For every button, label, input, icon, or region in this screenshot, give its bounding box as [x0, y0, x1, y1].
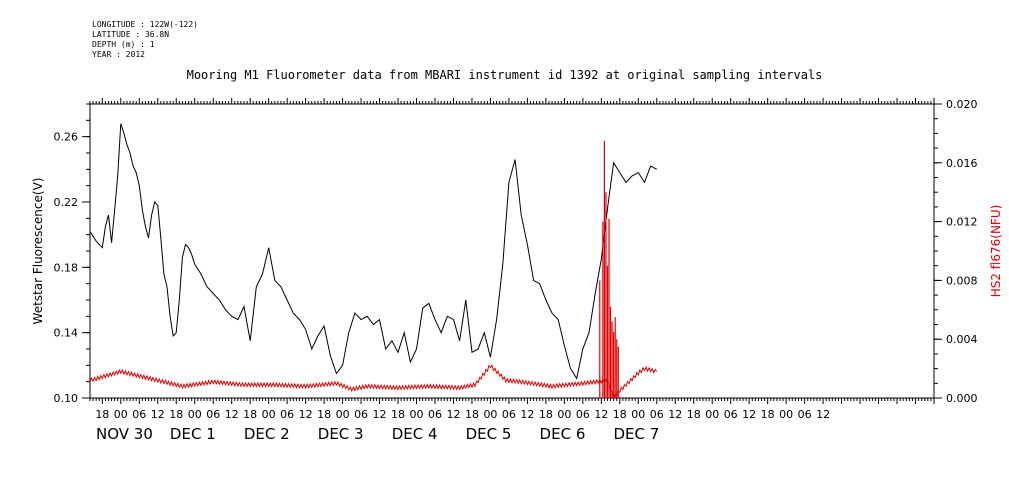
x-hour-tick-label: 06 — [354, 408, 368, 421]
x-hour-tick-label: 12 — [594, 408, 608, 421]
y-left-axis-label: Wetstar Fluorescence(V) — [31, 178, 45, 325]
hs2-series-line — [89, 364, 658, 400]
plot-axes — [82, 98, 942, 404]
chart-title: Mooring M1 Fluorometer data from MBARI i… — [186, 68, 823, 82]
x-hour-tick-label: 06 — [428, 408, 442, 421]
x-hour-tick-label: 00 — [705, 408, 719, 421]
x-date-label: DEC 3 — [318, 425, 364, 443]
depth-label: DEPTH (m) : 1 — [92, 40, 155, 49]
x-hour-tick-label: 06 — [206, 408, 220, 421]
y-right-tick-label: 0.012 — [946, 216, 978, 229]
x-hour-tick-label: 18 — [465, 408, 479, 421]
y-left-tick-label: 0.22 — [54, 196, 79, 209]
x-hour-tick-label: 12 — [446, 408, 460, 421]
x-hour-tick-label: 18 — [317, 408, 331, 421]
x-hour-tick-label: 06 — [280, 408, 294, 421]
x-hour-tick-label: 00 — [188, 408, 202, 421]
x-hour-tick-label: 12 — [816, 408, 830, 421]
y-right-tick-label: 0.008 — [946, 274, 978, 287]
x-hour-tick-label: 12 — [668, 408, 682, 421]
x-hour-tick-label: 06 — [502, 408, 516, 421]
x-date-label: DEC 2 — [244, 425, 290, 443]
x-hour-tick-label: 00 — [557, 408, 571, 421]
plot-labels: 0.10 0.14 0.18 0.22 0.26 0.000 0.004 0.008 0.012… — [31, 98, 1003, 443]
y-right-tick-label: 0.016 — [946, 157, 978, 170]
y-right-tick-label: 0.000 — [946, 392, 978, 405]
x-hour-tick-label: 00 — [336, 408, 350, 421]
x-hour-tick-label: 06 — [650, 408, 664, 421]
x-date-label: DEC 1 — [170, 425, 216, 443]
x-hour-tick-label: 12 — [225, 408, 239, 421]
x-hour-tick-label: 06 — [798, 408, 812, 421]
x-hour-tick-label: 06 — [132, 408, 146, 421]
x-hour-tick-label: 18 — [169, 408, 183, 421]
x-date-label: NOV 30 — [96, 425, 153, 443]
x-hour-tick-label: 18 — [95, 408, 109, 421]
x-hour-tick-label: 18 — [391, 408, 405, 421]
plot-series — [89, 123, 658, 400]
x-hour-tick-label: 00 — [262, 408, 276, 421]
y-left-tick-label: 0.26 — [54, 131, 79, 144]
fluorescence-series-line — [89, 123, 658, 380]
longitude-label: LONGITUDE : 122W(-122) — [92, 20, 198, 29]
x-hour-tick-label: 12 — [742, 408, 756, 421]
x-hour-tick-label: 00 — [114, 408, 128, 421]
y-left-tick-label: 0.18 — [54, 261, 79, 274]
x-hour-tick-label: 18 — [539, 408, 553, 421]
x-date-label: DEC 6 — [540, 425, 586, 443]
x-date-label: DEC 4 — [392, 425, 438, 443]
x-hour-tick-label: 18 — [243, 408, 257, 421]
x-hour-tick-label: 00 — [483, 408, 497, 421]
y-right-axis-label: HS2 fl676(NFU) — [989, 205, 1003, 298]
y-left-tick-label: 0.10 — [54, 392, 79, 405]
metadata-block: LONGITUDE : 122W(-122) LATITUDE : 36.8N … — [92, 20, 198, 60]
latitude-label: LATITUDE : 36.8N — [92, 30, 170, 39]
x-hour-tick-label: 12 — [151, 408, 165, 421]
x-hour-tick-label: 18 — [613, 408, 627, 421]
y-right-tick-label: 0.004 — [946, 333, 978, 346]
x-date-label: DEC 7 — [613, 425, 659, 443]
x-hour-tick-label: 06 — [724, 408, 738, 421]
x-hour-tick-label: 00 — [410, 408, 424, 421]
x-date-label: DEC 5 — [466, 425, 512, 443]
y-right-tick-label: 0.020 — [946, 98, 978, 111]
x-hour-tick-label: 18 — [761, 408, 775, 421]
x-hour-tick-label: 00 — [779, 408, 793, 421]
plot-frame — [89, 103, 935, 399]
x-hour-tick-label: 00 — [631, 408, 645, 421]
x-hour-tick-label: 12 — [299, 408, 313, 421]
x-hour-tick-label: 06 — [576, 408, 590, 421]
year-label: YEAR : 2012 — [92, 50, 145, 59]
y-left-tick-label: 0.14 — [54, 327, 79, 340]
x-hour-tick-label: 18 — [687, 408, 701, 421]
x-hour-tick-label: 12 — [373, 408, 387, 421]
x-hour-tick-label: 12 — [520, 408, 534, 421]
